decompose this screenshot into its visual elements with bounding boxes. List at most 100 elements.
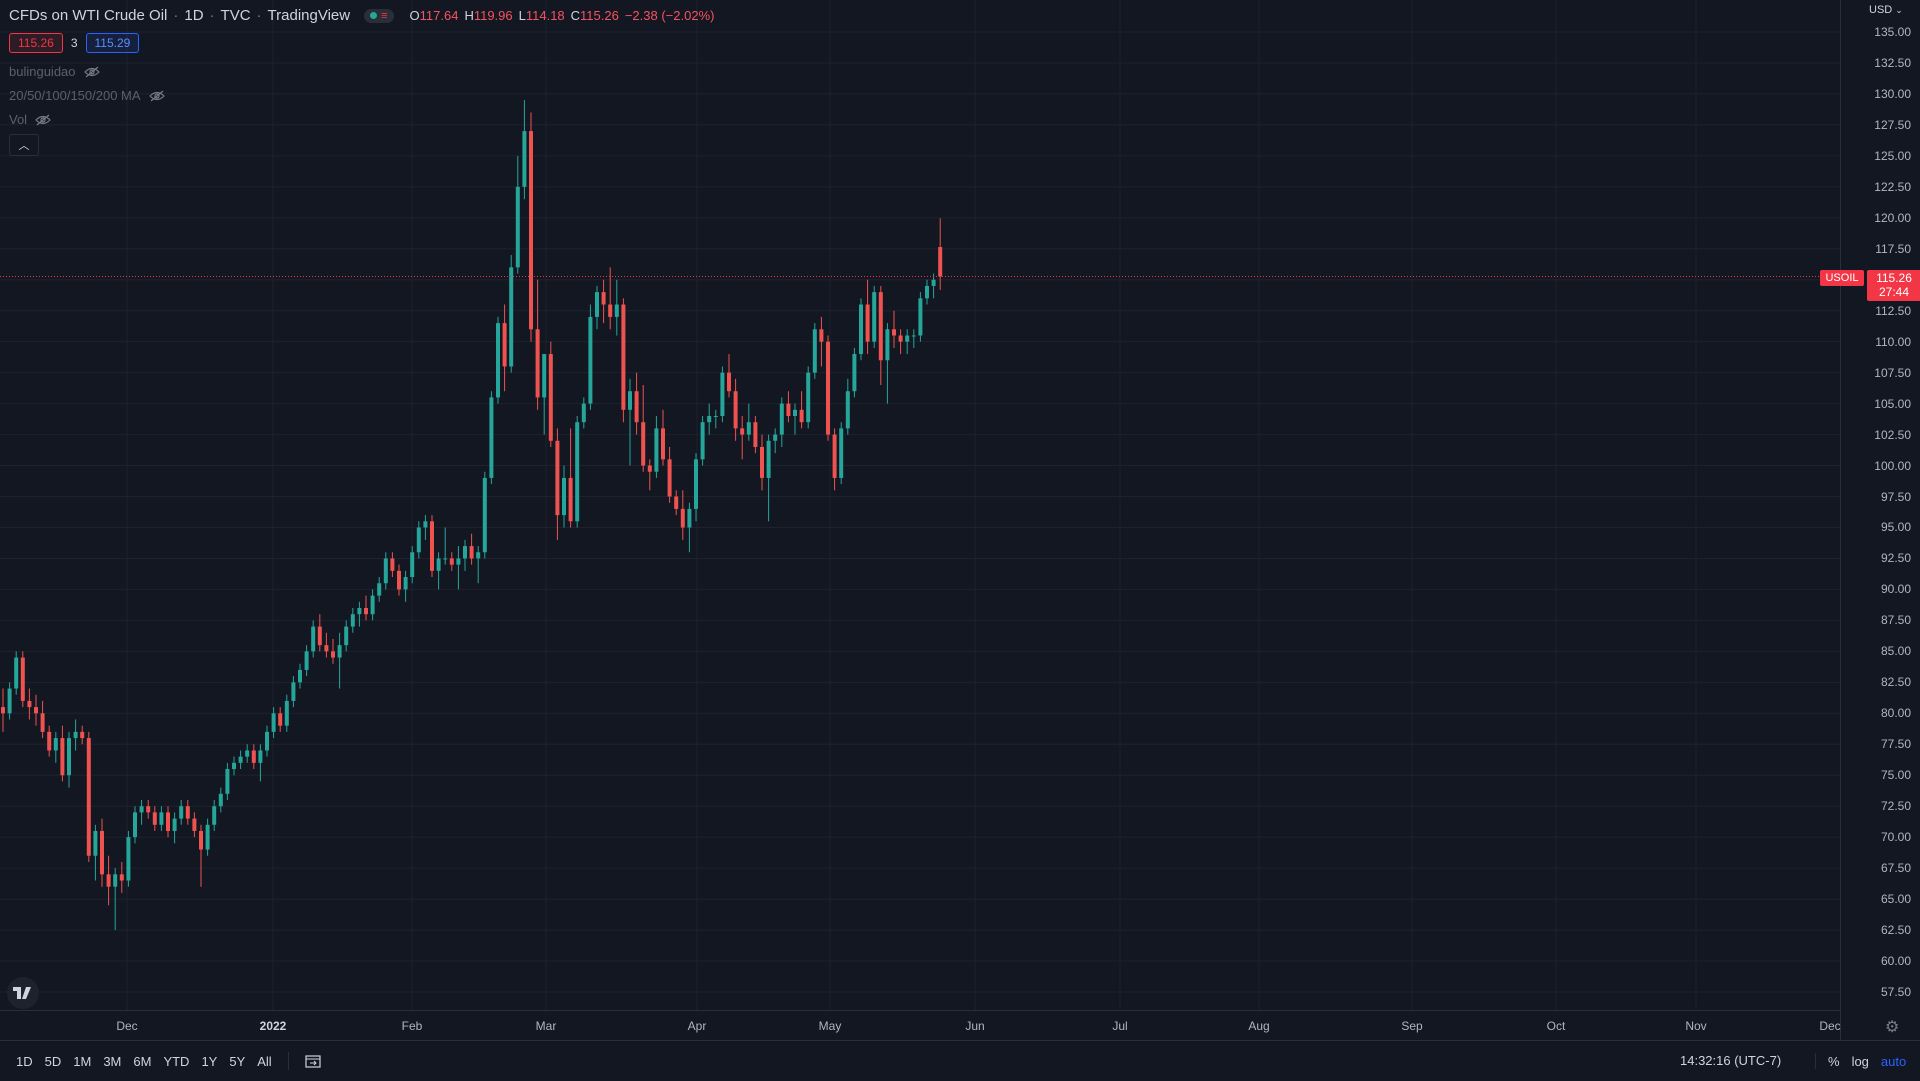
spread-value: 3 [70,36,78,50]
legend-separator: · [256,7,262,24]
time-axis-label: Oct [1546,1019,1566,1033]
time-axis[interactable]: Dec 2022 Feb Mar Apr May Jun Jul Aug Sep Oct Nov Dec [0,1010,1841,1041]
range-1y-button[interactable]: 1Y [201,1053,218,1069]
time-axis-label: Feb [401,1019,423,1033]
eye-hidden-icon[interactable] [35,114,51,126]
source-label: TradingView [267,7,351,24]
buy-button[interactable]: 115.29 [85,33,140,53]
candle-body [443,558,448,560]
price-axis-label: 132.50 [1874,55,1911,70]
candle-body [205,824,210,850]
price-axis[interactable]: USD ⌄ 135.00 132.50 130.00 127.50 125.00 122.5… [1840,0,1920,1040]
time-axis-label: Dec [1819,1019,1841,1033]
price-axis-label: 130.00 [1874,86,1911,101]
candle-body [331,651,335,658]
time-axis-label: Jul [1112,1019,1128,1033]
collapse-legend-button[interactable]: ︿ [9,134,39,156]
sell-button[interactable]: 115.26 [9,33,63,53]
auto-scale-toggle[interactable]: auto [1880,1053,1907,1069]
candle-body [713,416,718,417]
chart-area[interactable]: CFDs on WTI Crude Oil · 1D · TVC · Tradi… [0,0,1840,1010]
candle-body [845,391,850,429]
candle-body [218,793,223,807]
candle-body [733,391,738,429]
candle-body [621,304,626,410]
candle-body [311,626,316,652]
time-axis-label: Dec [116,1019,138,1033]
candle-body [918,298,923,336]
candle-body [93,830,98,856]
go-to-date-icon[interactable] [305,1054,321,1068]
candle-body [694,459,698,509]
date-range-buttons: 1D 5D 1M 3M 6M YTD 1Y 5Y All [16,1052,321,1070]
last-price: 115.26 [1876,271,1912,285]
eye-hidden-icon[interactable] [83,66,100,78]
candle-body [707,416,712,423]
candle-body [179,806,184,819]
candle-body [674,496,679,509]
data-status-icon: ≡ [381,9,388,22]
time-axis-label: May [818,1019,842,1033]
candle-body [34,707,38,714]
legend-separator: · [173,7,179,24]
candle-body [100,830,104,875]
candle-body [377,583,382,596]
candle-body [746,422,751,435]
candle-body [779,403,784,435]
range-ytd-button[interactable]: YTD [163,1053,190,1069]
range-6m-button[interactable]: 6M [133,1053,152,1069]
symbol-title[interactable]: CFDs on WTI Crude Oil [9,7,168,24]
price-axis-label: 107.50 [1874,365,1911,380]
candle-body [192,818,197,831]
candle-body [482,477,487,553]
candle-body [86,738,91,856]
range-3m-button[interactable]: 3M [103,1053,122,1069]
candle-body [476,552,481,559]
candle-body [436,558,441,571]
range-5y-button[interactable]: 5Y [229,1053,246,1069]
range-5d-button[interactable]: 5D [44,1053,62,1069]
candle-body [106,874,111,887]
time-axis-label: Apr [687,1019,707,1033]
candle-body [27,700,32,708]
range-1d-button[interactable]: 1D [16,1053,33,1069]
price-axis-label: 105.00 [1874,396,1911,411]
candlestick-chart[interactable] [0,0,1840,1010]
candle-body [383,558,388,584]
log-scale-toggle[interactable]: log [1851,1053,1869,1069]
symbol-price-label: USOIL [1820,270,1864,286]
chart-settings-gear-icon[interactable]: ⚙ [1885,1019,1900,1036]
candle-body [416,527,421,553]
indicator-vol[interactable]: Vol [9,112,51,127]
symbol-legend: CFDs on WTI Crude Oil · 1D · TVC · Tradi… [9,7,714,24]
candle-body [898,335,903,342]
candle-body [892,329,896,336]
indicator-ma[interactable]: 20/50/100/150/200 MA [9,88,165,103]
candle-body [265,731,269,751]
indicator-bulinguidao[interactable]: bulinguidao [9,64,100,79]
percent-scale-toggle[interactable]: % [1828,1053,1840,1069]
eye-hidden-icon[interactable] [148,90,165,102]
candle-body [469,546,474,559]
candle-body [753,422,758,447]
candle-body [542,354,547,398]
candle-body [40,713,45,732]
market-status-pill[interactable]: ≡ [364,8,394,23]
interval-label[interactable]: 1D [184,7,204,24]
candle-body [126,837,131,881]
exchange-label: TVC [220,7,251,24]
clock-timezone[interactable]: 14:32:16 (UTC-7) [1680,1053,1782,1068]
chevron-down-icon: ⌄ [1895,5,1903,15]
price-axis-label: 102.50 [1874,427,1911,442]
candle-body [839,428,844,478]
time-axis-label: 2022 [259,1019,287,1033]
range-all-button[interactable]: All [257,1053,272,1069]
currency-selector[interactable]: USD ⌄ [1869,4,1903,16]
candle-body [680,508,685,528]
candle-body [793,409,797,416]
candle-body [357,608,362,615]
candle-body [938,247,943,277]
range-1m-button[interactable]: 1M [73,1053,92,1069]
tradingview-logo[interactable] [7,977,39,1009]
price-axis-label: 95.00 [1880,520,1911,535]
